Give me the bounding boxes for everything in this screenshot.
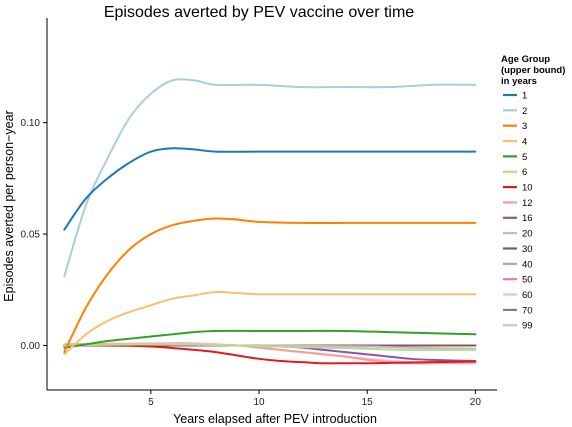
legend-label: 20 — [522, 229, 533, 240]
legend-label: 40 — [522, 259, 533, 270]
legend-item-5: 5 — [503, 152, 527, 163]
series-line-1 — [63, 147, 477, 231]
legend-item-2: 2 — [503, 106, 527, 117]
legend-item-50: 50 — [503, 275, 533, 286]
legend-item-30: 30 — [503, 244, 533, 255]
legend-item-20: 20 — [503, 229, 533, 240]
legend-item-60: 60 — [503, 290, 533, 301]
legend-title-line-1: Age Group — [501, 54, 550, 65]
series-line-6 — [63, 343, 477, 351]
series-line-5 — [63, 329, 477, 349]
legend-item-70: 70 — [503, 305, 533, 316]
legend-item-12: 12 — [503, 198, 533, 209]
x-tick-label: 15 — [362, 397, 374, 408]
y-tick-label: 0.05 — [21, 230, 41, 241]
legend-label: 10 — [522, 183, 533, 194]
legend-title-line-2: (upper bound) — [501, 65, 565, 76]
legend-item-10: 10 — [503, 183, 533, 194]
legend-item-6: 6 — [503, 167, 527, 178]
legend-label: 60 — [522, 290, 533, 301]
y-tick-label: 0.10 — [21, 118, 41, 129]
legend-label: 16 — [522, 213, 533, 224]
legend-item-1: 1 — [503, 90, 527, 101]
x-axis-ticks: 5 10 15 20 — [148, 390, 481, 408]
legend-label: 5 — [522, 152, 527, 163]
chart-title: Episodes averted by PEV vaccine over tim… — [104, 4, 414, 21]
legend-item-4: 4 — [503, 136, 527, 147]
x-tick-label: 10 — [253, 397, 265, 408]
legend-item-16: 16 — [503, 213, 533, 224]
series-line-10 — [63, 344, 477, 365]
legend-item-3: 3 — [503, 121, 527, 132]
legend-label: 6 — [522, 167, 527, 178]
series-group — [63, 78, 477, 365]
legend-label: 1 — [522, 90, 527, 101]
y-tick-label: 0.00 — [21, 341, 41, 352]
series-line-16 — [63, 344, 477, 363]
legend-label: 4 — [522, 136, 527, 147]
legend-label: 12 — [522, 198, 533, 209]
x-tick-label: 5 — [148, 397, 154, 408]
series-line-3 — [63, 217, 477, 354]
y-axis-label: Episodes averted per person−year — [2, 110, 16, 301]
legend-label: 50 — [522, 275, 533, 286]
x-axis-label: Years elapsed after PEV introduction — [173, 412, 377, 426]
legend-label: 2 — [522, 106, 527, 117]
legend-title-line-3: in years — [501, 76, 537, 87]
y-axis-ticks: 0.00 0.05 0.10 — [21, 118, 47, 352]
legend: Age Group (upper bound) in years 1234561… — [501, 54, 565, 332]
legend-item-99: 99 — [503, 321, 533, 332]
x-tick-label: 20 — [470, 397, 482, 408]
series-line-4 — [63, 290, 477, 356]
plot-area: 5 10 15 20 0.00 0.05 0.10 — [21, 18, 497, 408]
legend-label: 30 — [522, 244, 533, 255]
legend-label: 3 — [522, 121, 527, 132]
legend-label: 70 — [522, 305, 533, 316]
series-line-2 — [63, 78, 477, 278]
legend-label: 99 — [522, 321, 533, 332]
legend-item-40: 40 — [503, 259, 533, 270]
